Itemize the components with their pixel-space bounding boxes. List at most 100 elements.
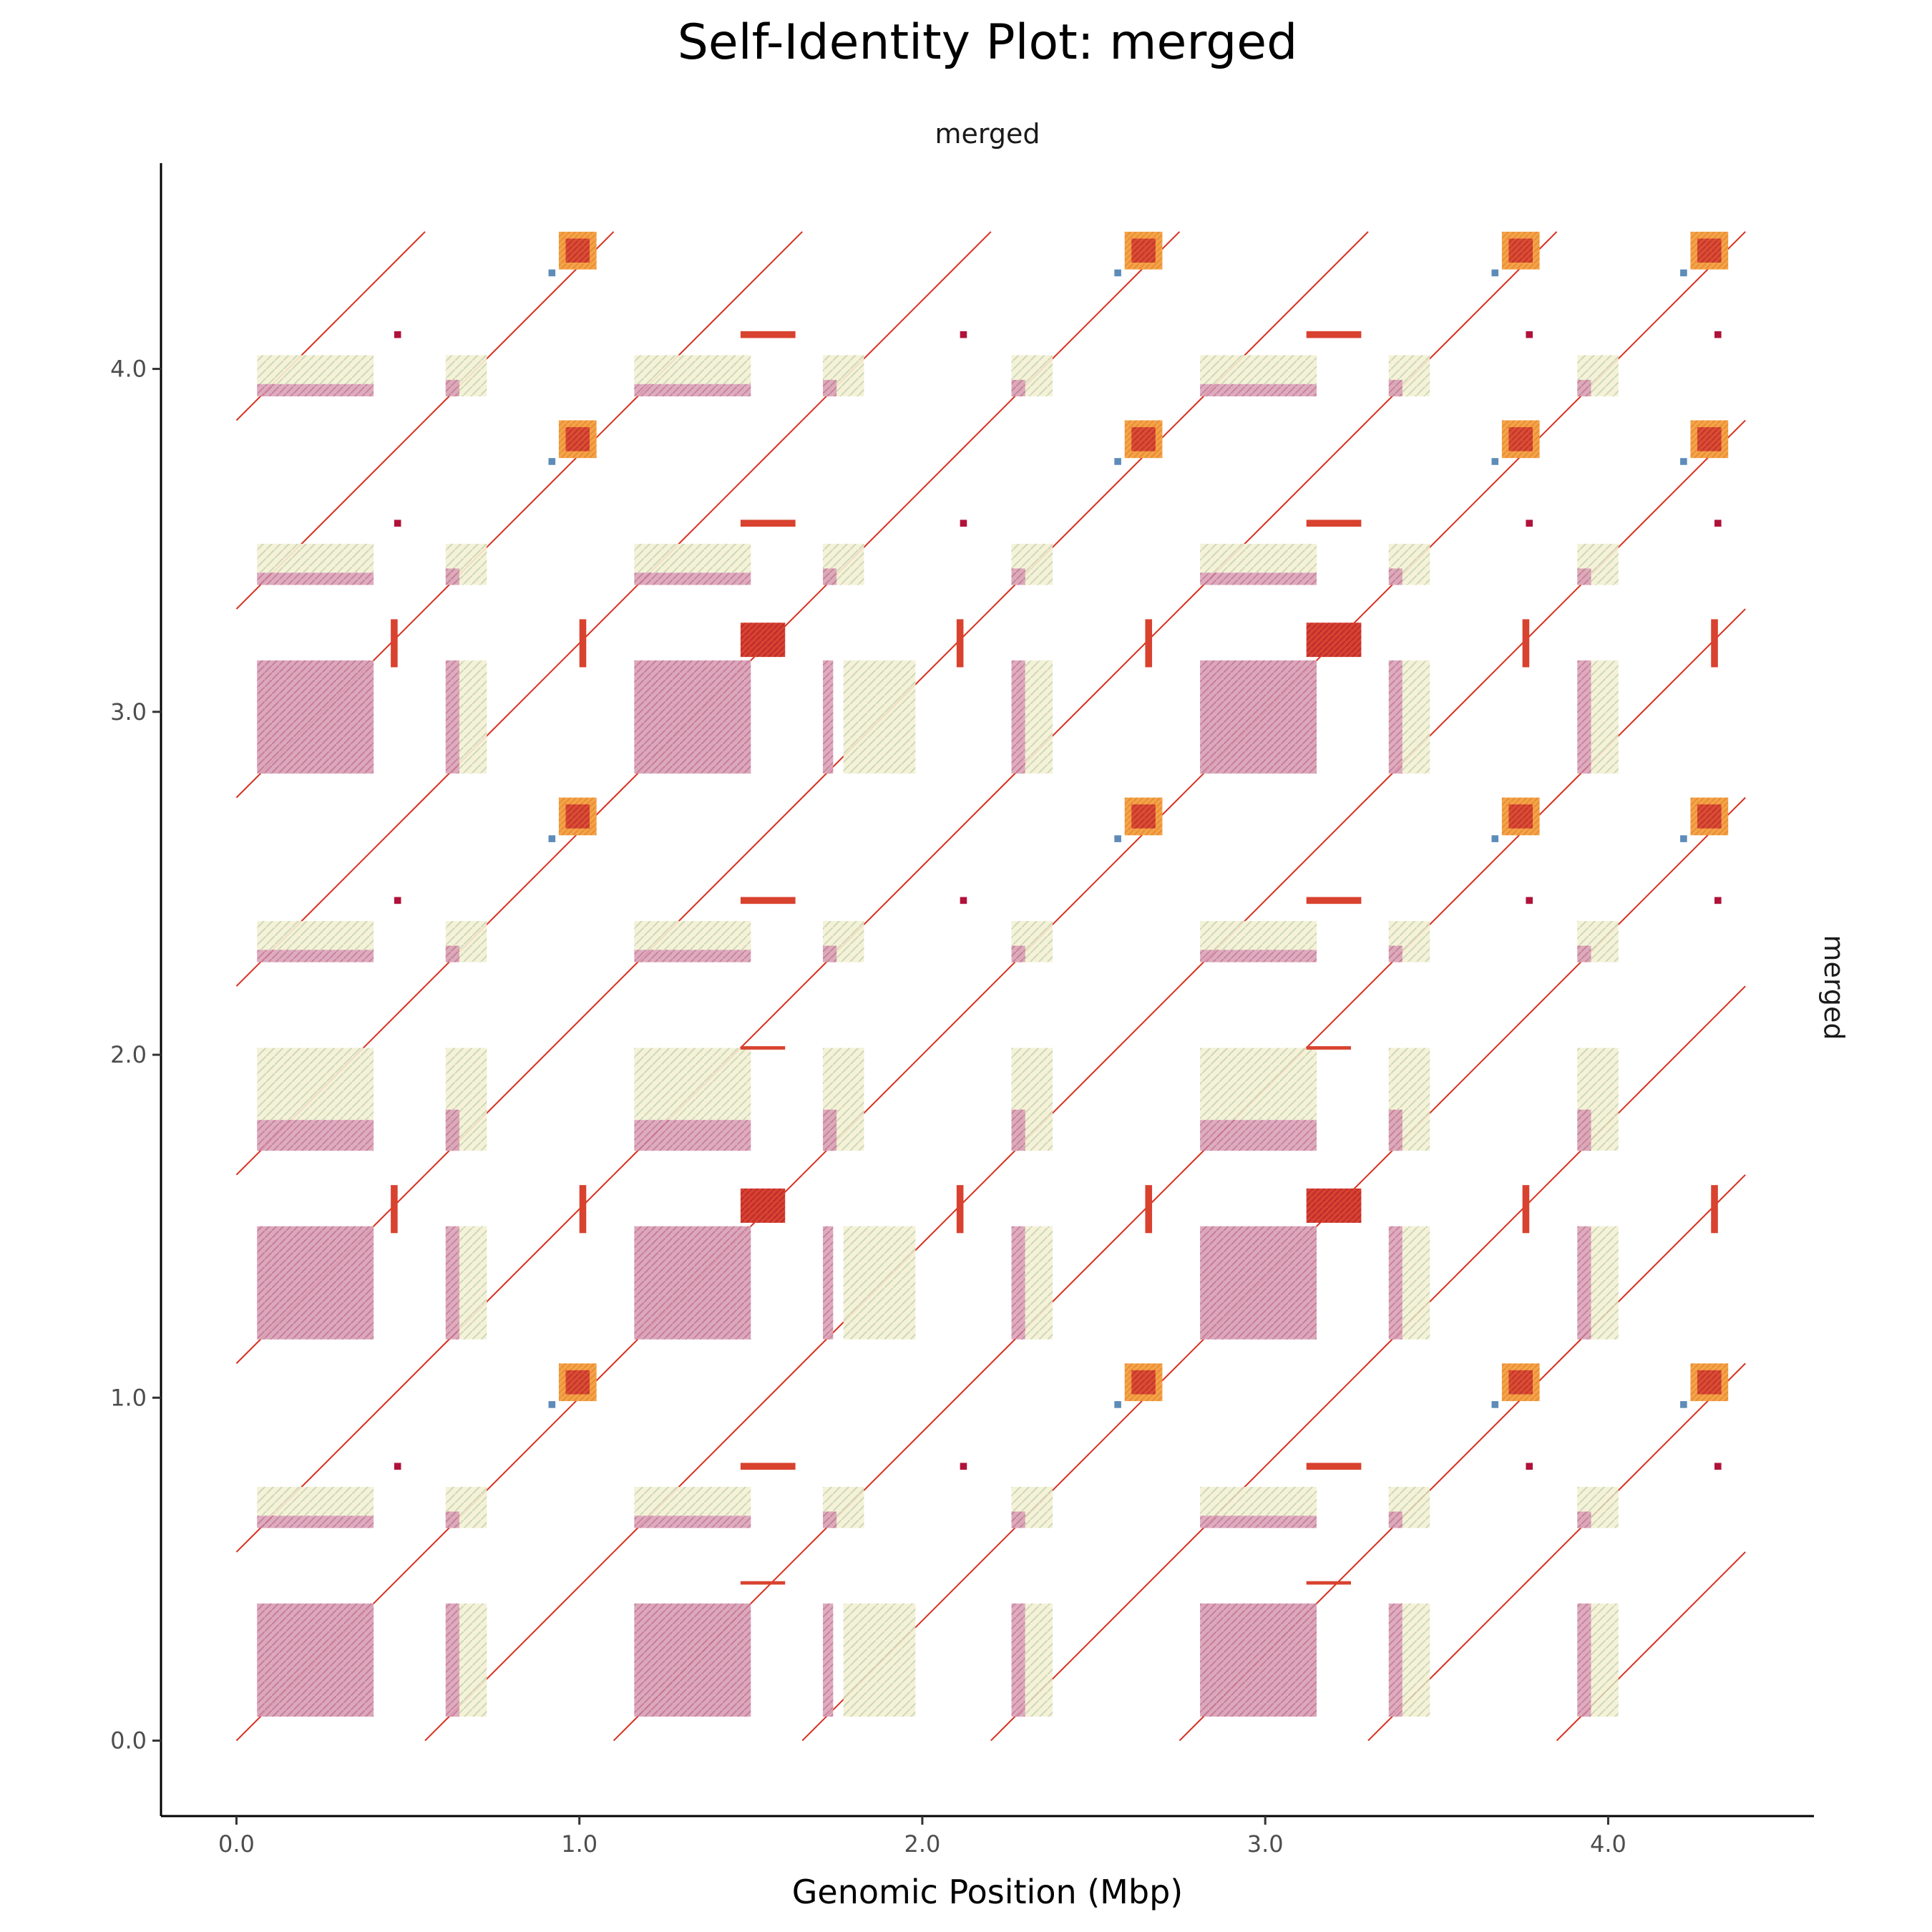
pink-square xyxy=(1011,1109,1025,1151)
dark-red-square xyxy=(1526,331,1533,338)
pink-strip xyxy=(1011,660,1025,774)
red-inner-block xyxy=(1131,1370,1156,1395)
red-inner-block xyxy=(1508,427,1533,452)
red-block xyxy=(1306,623,1362,658)
pink-square xyxy=(1011,568,1025,585)
pink-band xyxy=(1200,384,1317,396)
pale-band xyxy=(257,921,374,950)
pink-square xyxy=(445,379,459,396)
red-inner-block xyxy=(1697,427,1722,452)
pink-block xyxy=(634,1603,751,1717)
dark-red-square xyxy=(1714,519,1722,527)
pale-band xyxy=(634,543,751,573)
red-strip xyxy=(740,1581,786,1585)
chart-title: Self-Identity Plot: merged xyxy=(678,14,1298,71)
y-tick-label: 4.0 xyxy=(110,356,147,383)
dark-red-square xyxy=(960,897,967,904)
facet-right-label: merged xyxy=(1818,935,1850,1040)
blue-block xyxy=(548,269,556,277)
blue-block xyxy=(1114,835,1121,842)
red-inner-block xyxy=(565,238,590,263)
dark-red-square xyxy=(394,1463,401,1470)
pink-strip xyxy=(822,1603,834,1717)
pink-band xyxy=(634,572,751,585)
red-strip xyxy=(1306,1046,1352,1050)
pink-band xyxy=(1200,1120,1317,1151)
pink-band xyxy=(257,384,374,396)
blue-block xyxy=(1114,1401,1121,1408)
pink-square xyxy=(822,379,837,396)
pink-strip xyxy=(445,660,459,774)
red-strip xyxy=(1306,1463,1362,1470)
x-tick-label: 1.0 xyxy=(561,1830,597,1858)
red-strip xyxy=(1145,1185,1153,1234)
red-strip xyxy=(956,1185,964,1234)
pink-square xyxy=(445,1109,459,1151)
blue-block xyxy=(1680,835,1687,842)
red-strip xyxy=(740,519,796,527)
pale-strip xyxy=(843,1226,916,1340)
red-inner-block xyxy=(1131,427,1156,452)
blue-block xyxy=(1491,269,1499,277)
pink-square xyxy=(1388,1109,1402,1151)
pink-block xyxy=(1200,1226,1317,1340)
pale-strip xyxy=(843,660,916,774)
pink-strip xyxy=(822,1226,834,1340)
pale-band xyxy=(257,355,374,384)
pale-band xyxy=(1200,1048,1317,1121)
pink-band xyxy=(1200,572,1317,585)
x-axis-label: Genomic Position (Mbp) xyxy=(792,1873,1183,1911)
plot-area xyxy=(235,231,1746,1742)
red-strip xyxy=(740,1463,796,1470)
pale-band xyxy=(634,355,751,384)
red-strip xyxy=(1306,1581,1352,1585)
red-inner-block xyxy=(1131,804,1156,829)
pink-block xyxy=(257,660,374,774)
pink-strip xyxy=(1011,1226,1025,1340)
pink-band xyxy=(1200,950,1317,962)
pink-square xyxy=(445,568,459,585)
red-inner-block xyxy=(565,427,590,452)
dark-red-square xyxy=(1714,331,1722,338)
blue-block xyxy=(1114,458,1121,465)
pale-band xyxy=(634,1486,751,1516)
pink-band xyxy=(634,1516,751,1528)
pink-band xyxy=(257,1516,374,1528)
dark-red-square xyxy=(1714,1463,1722,1470)
x-tick-label: 4.0 xyxy=(1590,1830,1626,1858)
red-strip xyxy=(740,1046,786,1050)
pink-square xyxy=(1388,379,1402,396)
pink-strip xyxy=(1388,1226,1402,1340)
blue-block xyxy=(548,835,556,842)
pale-strip xyxy=(1591,1603,1619,1717)
pink-strip xyxy=(445,1603,459,1717)
pink-square xyxy=(1011,945,1025,962)
pale-strip xyxy=(1402,660,1430,774)
red-strip xyxy=(1145,619,1153,668)
y-tick-label: 1.0 xyxy=(110,1384,147,1411)
red-strip xyxy=(1711,619,1718,668)
red-inner-block xyxy=(565,804,590,829)
pale-strip xyxy=(1025,1603,1053,1717)
red-strip xyxy=(1522,619,1530,668)
pink-square xyxy=(445,945,459,962)
red-strip xyxy=(1306,897,1362,904)
red-strip xyxy=(1306,331,1362,338)
pink-block xyxy=(257,1226,374,1340)
red-strip xyxy=(579,619,587,668)
pink-square xyxy=(1577,568,1591,585)
pale-band xyxy=(634,1048,751,1121)
dark-red-square xyxy=(1526,897,1533,904)
red-inner-block xyxy=(1508,238,1533,263)
x-tick-label: 0.0 xyxy=(218,1830,255,1858)
y-tick-label: 3.0 xyxy=(110,698,147,726)
pink-square xyxy=(822,945,837,962)
red-block xyxy=(740,1188,786,1223)
pale-strip xyxy=(459,1603,487,1717)
pale-band xyxy=(257,543,374,573)
pink-square xyxy=(1011,1511,1025,1528)
red-inner-block xyxy=(1697,804,1722,829)
red-strip xyxy=(1522,1185,1530,1234)
pink-block xyxy=(634,660,751,774)
dark-red-square xyxy=(394,897,401,904)
